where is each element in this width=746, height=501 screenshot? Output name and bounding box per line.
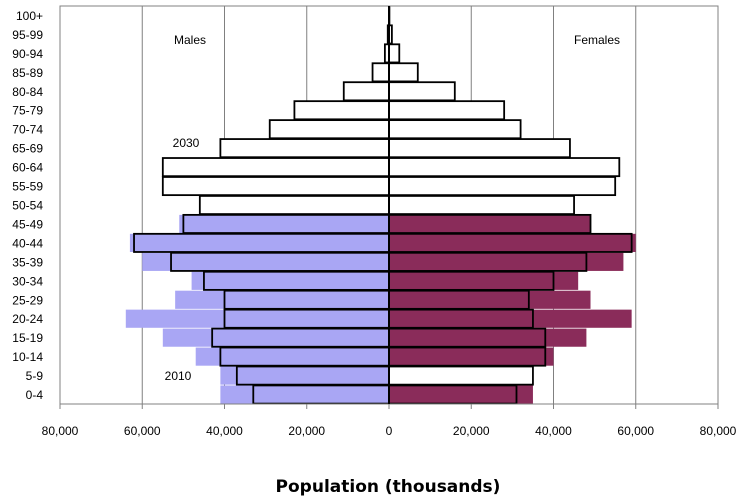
age-group-label: 35-39 [12, 255, 43, 269]
x-tick-label: 40,000 [535, 424, 572, 438]
bar-male-2010 [125, 309, 390, 328]
bar-female-2010 [389, 252, 624, 271]
age-group-label: 100+ [16, 9, 43, 23]
x-tick-label: 40,000 [206, 424, 243, 438]
axes [59, 5, 719, 409]
bar-male-2010 [179, 214, 389, 234]
bar-female-2010 [389, 233, 636, 252]
bar-female-2010 [389, 385, 533, 404]
bar-male-2030 [161, 176, 390, 197]
bar-male-2010 [129, 233, 389, 252]
bar-male-2010 [220, 366, 389, 385]
age-group-label: 95-99 [12, 28, 43, 42]
bar-female-2030 [388, 119, 522, 140]
age-group-label: 20-24 [12, 312, 43, 326]
age-group-label: 30-34 [12, 274, 43, 288]
annotation-2010: 2010 [165, 369, 192, 383]
bar-female-2030 [388, 195, 575, 215]
age-group-label: 45-49 [12, 217, 43, 231]
age-group-label: 25-29 [12, 293, 43, 307]
x-tick-label: 80,000 [42, 424, 79, 438]
x-tick-labels: 80,000 60,000 40,000 20,000 0 20,000 40,000 60,… [42, 424, 737, 438]
bar-female-2010 [389, 271, 579, 290]
bar-male-2030 [371, 62, 390, 83]
age-group-label: 50-54 [12, 199, 43, 213]
age-group-labels: 0-4 5-9 10-14 15-19 20-24 25-29 30-34 35-39 40-4… [12, 9, 43, 402]
age-group-label: 55-59 [12, 180, 43, 194]
age-group-label: 10-14 [12, 350, 43, 364]
x-tick-label: 20,000 [288, 424, 325, 438]
bar-female-2010 [389, 328, 587, 347]
bar-female-2010 [389, 309, 632, 328]
age-group-label: 75-79 [12, 104, 43, 118]
age-group-label: 65-69 [12, 142, 43, 156]
bar-male-2010 [220, 385, 389, 404]
bar-female-2010 [389, 347, 554, 366]
bar-male-2030 [293, 100, 390, 121]
age-group-label: 80-84 [12, 85, 43, 99]
bar-female-2030 [388, 176, 617, 197]
age-group-label: 70-74 [12, 123, 43, 137]
bar-male-2030 [161, 157, 390, 178]
bar-male-2030 [198, 195, 390, 215]
bar-female-2030 [388, 138, 571, 159]
bar-male-2010 [142, 252, 389, 271]
bar-female-2030 [388, 62, 419, 83]
age-group-label: 15-19 [12, 331, 43, 345]
bar-male-2030 [219, 138, 390, 159]
bar-male-2010 [191, 271, 389, 290]
annotation-2030: 2030 [173, 136, 200, 150]
bar-male-2030 [268, 119, 390, 140]
bar-male-2010 [162, 328, 389, 347]
males-label: Males [174, 33, 206, 47]
bar-male-2010 [195, 347, 389, 366]
x-tick-label: 80,000 [700, 424, 737, 438]
age-group-label: 40-44 [12, 236, 43, 250]
age-group-label: 90-94 [12, 47, 43, 61]
bar-female-2010 [389, 290, 591, 309]
age-group-label: 60-64 [12, 161, 43, 175]
age-group-label: 85-89 [12, 66, 43, 80]
bar-female-2030 [388, 81, 456, 102]
x-axis-title: Population (thousands) [276, 477, 501, 497]
bar-female-2030 [388, 365, 534, 386]
bar-female-2030 [388, 43, 401, 64]
females-label: Females [574, 33, 620, 47]
age-group-label: 5-9 [26, 369, 44, 383]
x-tick-label: 0 [386, 424, 393, 438]
bar-female-2030 [388, 157, 621, 178]
x-tick-label: 60,000 [617, 424, 654, 438]
bar-female-2010 [389, 214, 591, 234]
x-tick-label: 20,000 [453, 424, 490, 438]
bar-female-2030 [388, 100, 506, 121]
bar-male-2010 [175, 290, 389, 309]
x-tick-label: 60,000 [124, 424, 161, 438]
age-group-label: 0-4 [26, 388, 44, 402]
bar-male-2030 [342, 81, 390, 102]
